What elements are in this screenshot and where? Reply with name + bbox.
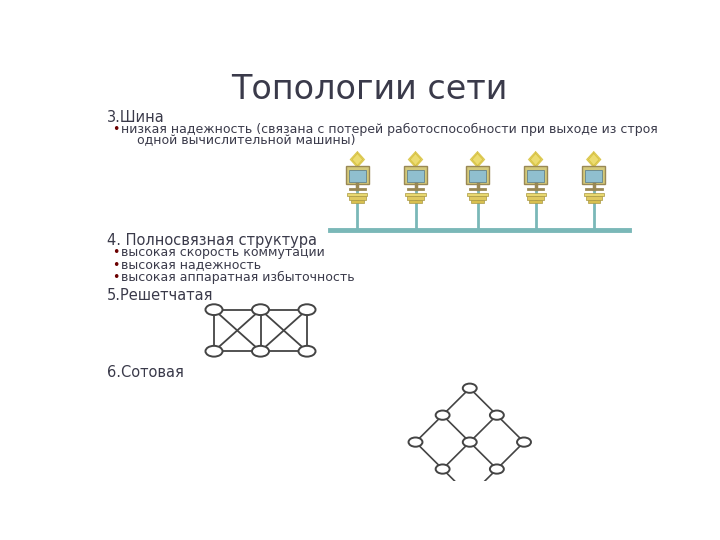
Ellipse shape [463, 383, 477, 393]
Bar [467, 193, 487, 197]
Text: 3.Шина: 3.Шина [107, 110, 165, 125]
Polygon shape [472, 153, 483, 166]
Bar [405, 193, 426, 197]
Text: •: • [112, 271, 119, 284]
Bar [469, 170, 486, 182]
Bar [585, 170, 602, 182]
Bar [349, 197, 366, 200]
Text: Топологии сети: Топологии сети [231, 73, 507, 106]
Bar [529, 200, 542, 202]
Ellipse shape [252, 346, 269, 356]
Bar [469, 197, 485, 200]
Polygon shape [351, 152, 364, 167]
Bar [472, 200, 484, 202]
Bar [404, 166, 427, 184]
Polygon shape [352, 153, 363, 166]
Text: •: • [112, 246, 119, 259]
Ellipse shape [436, 410, 449, 420]
Bar [585, 197, 602, 200]
Polygon shape [587, 152, 600, 167]
Bar [408, 197, 423, 200]
Polygon shape [410, 153, 421, 166]
Ellipse shape [299, 304, 315, 315]
Ellipse shape [517, 437, 531, 447]
Bar [346, 166, 369, 184]
Ellipse shape [299, 346, 315, 356]
Polygon shape [528, 152, 543, 167]
Text: низкая надежность (связана с потерей работоспособности при выходе из строя: низкая надежность (связана с потерей раб… [121, 123, 658, 136]
Ellipse shape [436, 464, 449, 474]
Bar [407, 170, 424, 182]
Text: высокая скорость коммутации: высокая скорость коммутации [121, 246, 325, 259]
Bar [528, 197, 544, 200]
Bar [466, 166, 489, 184]
Ellipse shape [205, 346, 222, 356]
Bar [584, 193, 604, 197]
Bar [524, 166, 547, 184]
Text: •: • [112, 123, 119, 136]
Bar [351, 200, 364, 202]
Ellipse shape [205, 304, 222, 315]
Bar [409, 200, 422, 202]
Text: 6.Сотовая: 6.Сотовая [107, 365, 184, 380]
Text: •: • [112, 259, 119, 272]
Bar [349, 170, 366, 182]
Ellipse shape [490, 410, 504, 420]
Bar [588, 200, 600, 202]
Ellipse shape [408, 437, 423, 447]
Bar [582, 166, 606, 184]
Bar [526, 193, 546, 197]
Bar [347, 193, 367, 197]
Text: 5.Решетчатая: 5.Решетчатая [107, 288, 214, 303]
Text: 4. Полносвязная структура: 4. Полносвязная структура [107, 233, 317, 248]
Bar [527, 170, 544, 182]
Ellipse shape [490, 464, 504, 474]
Ellipse shape [463, 491, 477, 501]
Ellipse shape [463, 437, 477, 447]
Polygon shape [530, 153, 541, 166]
Ellipse shape [252, 304, 269, 315]
Polygon shape [408, 152, 423, 167]
Polygon shape [471, 152, 485, 167]
Text: высокая аппаратная избыточность: высокая аппаратная избыточность [121, 271, 355, 284]
Polygon shape [588, 153, 599, 166]
Text: высокая надежность: высокая надежность [121, 259, 261, 272]
Text: одной вычислительной машины): одной вычислительной машины) [121, 133, 356, 146]
